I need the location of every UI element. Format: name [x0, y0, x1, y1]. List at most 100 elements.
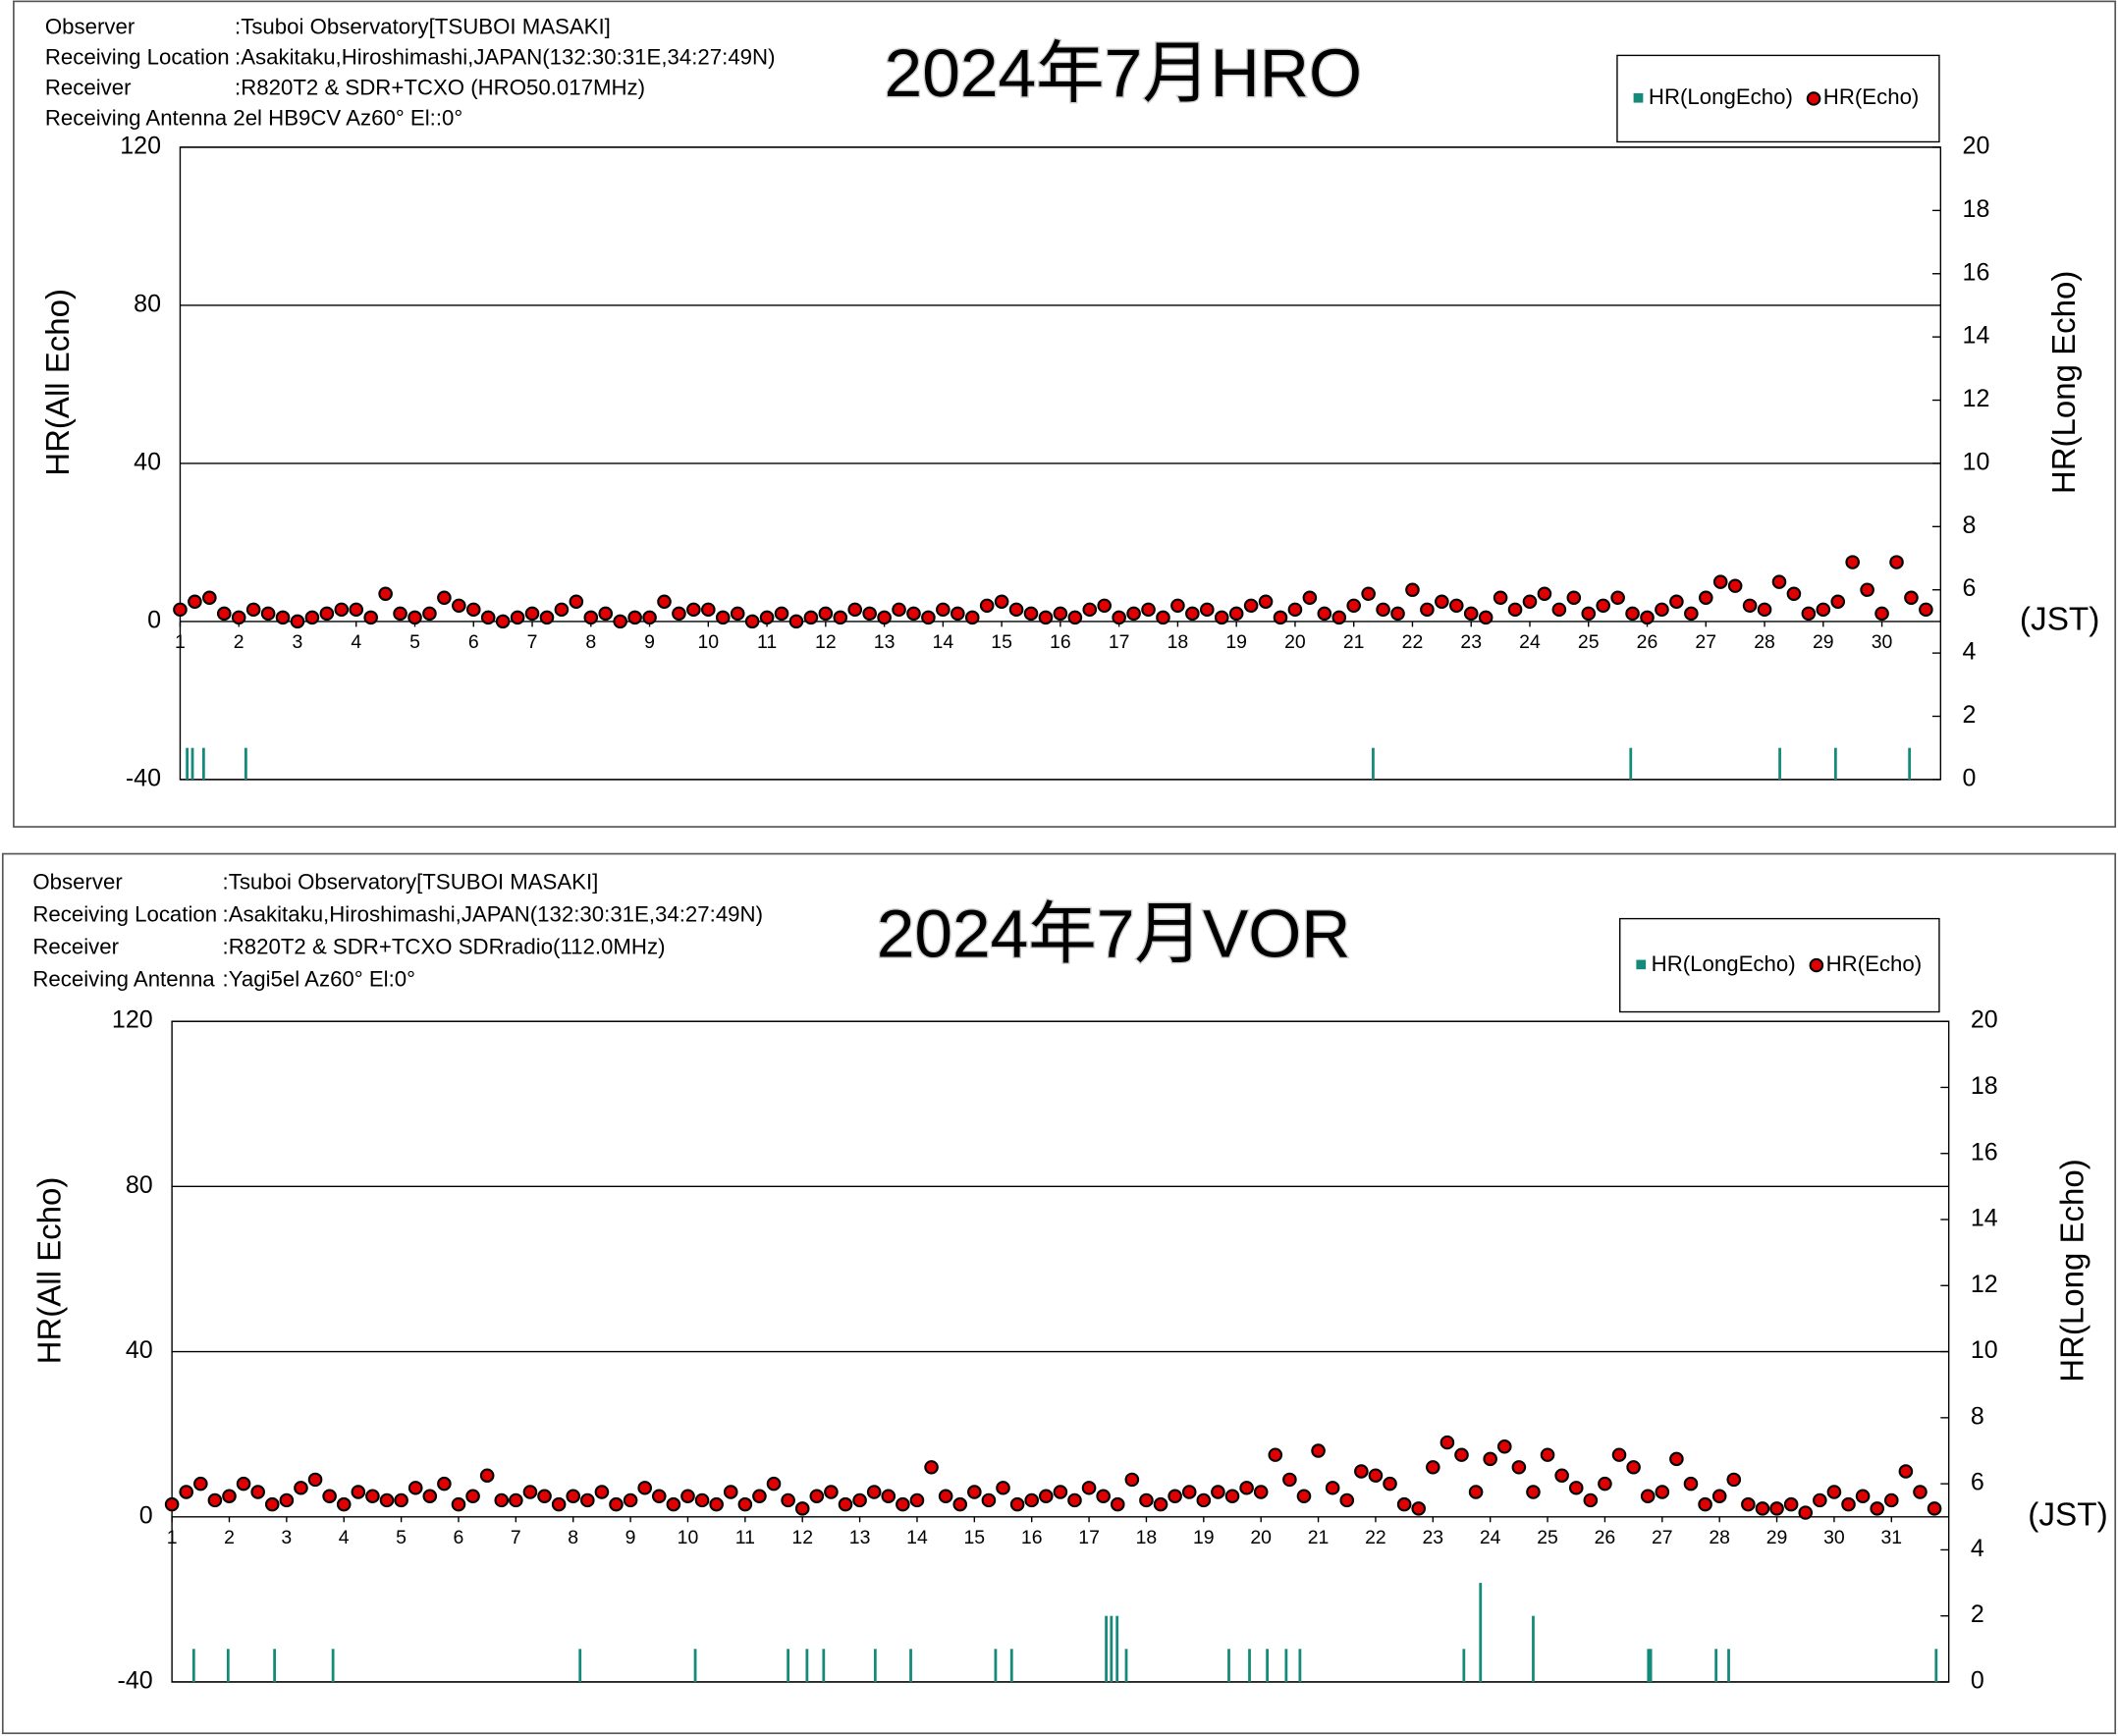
echo-point: [378, 586, 393, 601]
echo-point: [1698, 590, 1713, 605]
echo-point: [833, 610, 848, 625]
long-echo-bar: [1727, 1649, 1730, 1682]
y2-tick-label: 8: [1963, 512, 1977, 539]
echo-point: [672, 606, 686, 622]
echo-point: [637, 1481, 652, 1495]
echo-point: [1331, 610, 1347, 625]
echo-point: [1874, 606, 1889, 622]
echo-point: [1610, 590, 1625, 605]
y2-tick-label: 12: [1963, 385, 1990, 412]
echo-point: [759, 610, 775, 625]
x-tick-label: 27: [1695, 631, 1716, 653]
y-tick-label: 40: [126, 1336, 153, 1364]
x-tick-label: 3: [293, 631, 303, 653]
y2-tick-label: 18: [1963, 195, 1990, 223]
x-tick-label: 21: [1308, 1527, 1330, 1548]
echo-point: [1478, 610, 1493, 625]
echo-point: [173, 602, 188, 618]
long-echo-bar: [1714, 1649, 1718, 1682]
y2-tick-label: 10: [1971, 1336, 1998, 1364]
x-tick-label: 24: [1480, 1527, 1501, 1548]
long-echo-bar: [186, 747, 190, 780]
echo-point: [1798, 1505, 1814, 1520]
long-echo-bar: [1532, 1615, 1535, 1682]
echo-point: [294, 1481, 308, 1495]
long-echo-bar: [1009, 1649, 1013, 1682]
long-echo-bar: [1908, 747, 1912, 780]
echo-point: [1551, 602, 1567, 618]
y-tick-label: 40: [134, 449, 161, 476]
legend-swatch: [1806, 91, 1821, 106]
x-tick-label: 28: [1709, 1527, 1730, 1548]
echo-point: [202, 590, 217, 605]
echo-point: [1537, 586, 1552, 601]
echo-point: [566, 1489, 581, 1503]
echo-point: [1196, 1492, 1212, 1508]
echo-point: [979, 598, 995, 614]
echo-point: [334, 602, 350, 618]
echo-point: [1801, 606, 1817, 622]
echo-point: [1769, 1501, 1784, 1516]
echo-point: [1253, 1485, 1269, 1499]
echo-point: [1783, 1496, 1799, 1512]
x-tick-label: 30: [1872, 631, 1893, 653]
y2-tick-label: 4: [1963, 638, 1977, 666]
echo-point: [866, 1485, 882, 1499]
echo-point: [881, 1489, 896, 1503]
echo-point: [594, 1485, 610, 1499]
echo-point: [847, 602, 863, 618]
echo-point: [924, 1460, 939, 1475]
echo-point: [788, 614, 804, 629]
x-tick-label: 19: [1225, 631, 1247, 653]
header-value: :R820T2 & SDR+TCXO (HRO50.017MHz): [235, 76, 645, 100]
header-label: Receiving Location: [32, 902, 217, 927]
x-tick-label: 15: [991, 631, 1012, 653]
legend-swatch: [1633, 92, 1644, 103]
x-tick-label: 25: [1578, 631, 1600, 653]
echo-point: [1383, 1476, 1397, 1492]
echo-point: [723, 1485, 738, 1499]
echo-point: [921, 610, 936, 625]
x-tick-label: 5: [409, 631, 420, 653]
echo-point: [1420, 602, 1435, 618]
long-echo-bar: [1124, 1649, 1128, 1682]
y2-tick-label: 2: [1963, 701, 1977, 729]
long-echo-bar: [1266, 1649, 1270, 1682]
x-tick-label: 10: [697, 631, 719, 653]
echo-point: [1448, 598, 1464, 614]
echo-point: [1841, 1496, 1856, 1512]
x-tick-label: 26: [1595, 1527, 1616, 1548]
long-echo-bar: [909, 1649, 912, 1682]
echo-point: [522, 1485, 538, 1499]
echo-point: [304, 610, 320, 625]
echo-point: [627, 610, 642, 625]
y2-tick-label: 6: [1963, 574, 1977, 602]
echo-point: [1023, 606, 1039, 622]
echo-point: [216, 606, 232, 622]
echo-point: [245, 602, 261, 618]
echo-point: [1883, 1492, 1899, 1508]
x-tick-label: 7: [511, 1527, 521, 1548]
echo-point: [365, 1489, 380, 1503]
echo-point: [1755, 1501, 1770, 1516]
long-echo-bar: [1298, 1649, 1302, 1682]
echo-point: [1170, 598, 1185, 614]
x-tick-label: 22: [1402, 631, 1424, 653]
echo-point: [290, 614, 305, 629]
header-value: :Yagi5el Az60° El:0°: [223, 967, 415, 992]
echo-point: [222, 1489, 237, 1503]
echo-point: [1317, 606, 1332, 622]
echo-point: [936, 602, 950, 618]
echo-point: [967, 1485, 982, 1499]
long-echo-bar: [273, 1649, 276, 1682]
x-tick-label: 6: [454, 1527, 464, 1548]
y2-axis-label: HR(Long Echo): [2046, 271, 2083, 494]
echo-point: [651, 1489, 667, 1503]
echo-point: [322, 1489, 337, 1503]
echo-point: [1913, 1485, 1928, 1499]
echo-point: [422, 606, 437, 622]
long-echo-bar: [1833, 747, 1837, 780]
echo-point: [379, 1492, 395, 1508]
y-tick-label: 0: [139, 1501, 153, 1529]
echo-point: [524, 606, 540, 622]
